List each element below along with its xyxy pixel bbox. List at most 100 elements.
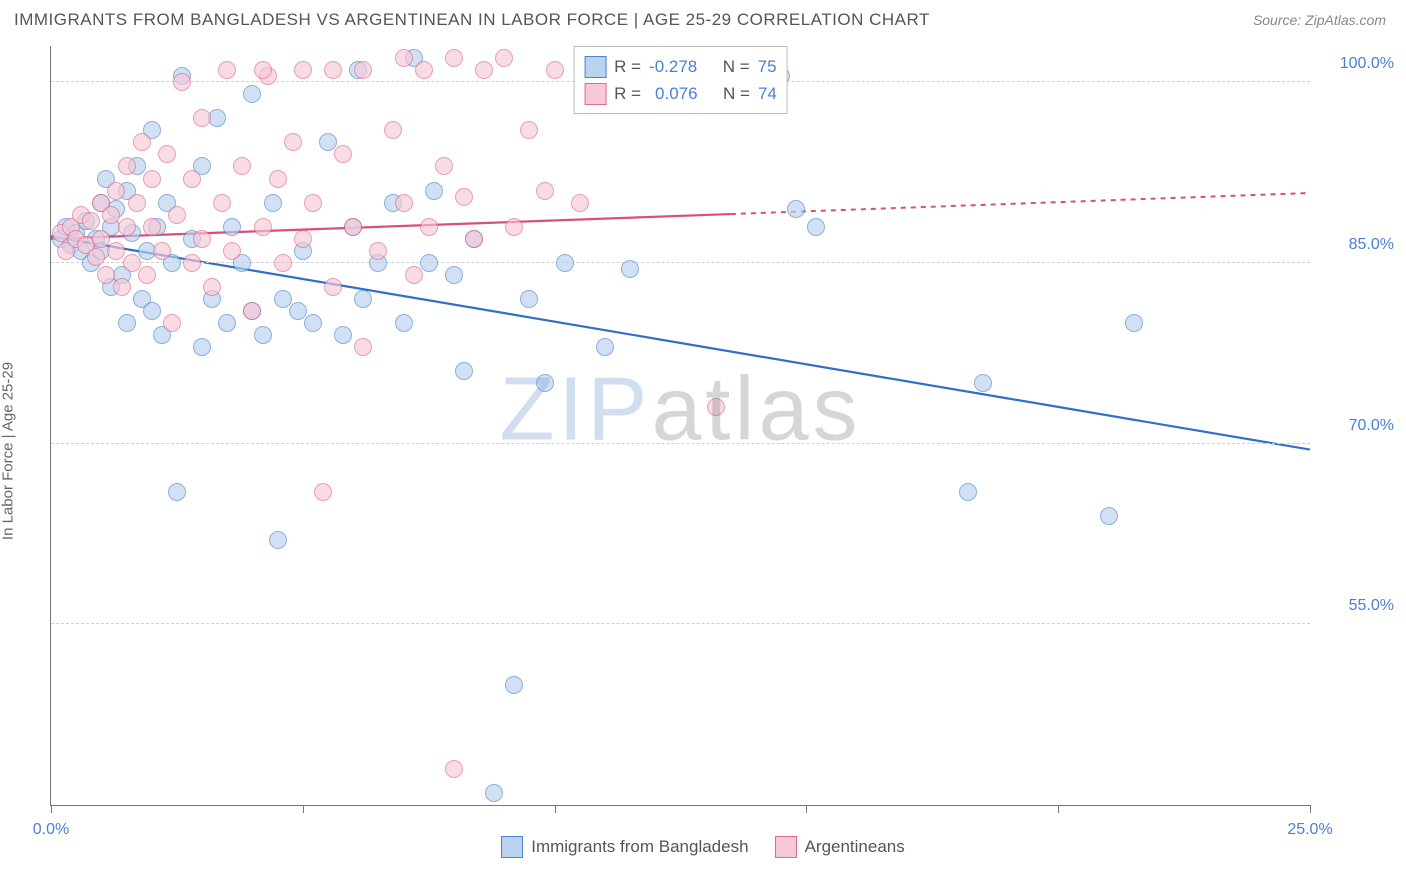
scatter-point-series-1: [314, 483, 332, 501]
scatter-point-series-1: [455, 188, 473, 206]
scatter-point-series-1: [168, 206, 186, 224]
scatter-point-series-1: [395, 49, 413, 67]
scatter-point-series-1: [82, 212, 100, 230]
scatter-point-series-0: [264, 194, 282, 212]
scatter-point-series-1: [133, 133, 151, 151]
scatter-point-series-1: [193, 109, 211, 127]
bottom-legend-item-0: Immigrants from Bangladesh: [501, 836, 748, 858]
scatter-point-series-1: [520, 121, 538, 139]
bottom-legend-label-1: Argentineans: [805, 837, 905, 857]
scatter-point-series-1: [324, 278, 342, 296]
bottom-legend-label-0: Immigrants from Bangladesh: [531, 837, 748, 857]
scatter-point-series-0: [334, 326, 352, 344]
scatter-point-series-1: [294, 61, 312, 79]
scatter-point-series-1: [354, 338, 372, 356]
y-tick-label: 100.0%: [1318, 55, 1394, 73]
scatter-point-series-0: [455, 362, 473, 380]
scatter-point-series-0: [959, 483, 977, 501]
scatter-point-series-1: [384, 121, 402, 139]
scatter-point-series-1: [354, 61, 372, 79]
y-axis-title: In Labor Force | Age 25-29: [0, 362, 17, 540]
scatter-point-series-1: [465, 230, 483, 248]
x-tick: [51, 805, 52, 813]
scatter-point-series-1: [274, 254, 292, 272]
scatter-point-series-1: [153, 242, 171, 260]
y-tick-label: 55.0%: [1318, 597, 1394, 615]
scatter-point-series-1: [233, 157, 251, 175]
scatter-point-series-0: [1125, 314, 1143, 332]
plot-area: ZIPatlas R = -0.278 N = 75 R = 0.076 N =…: [50, 46, 1310, 806]
scatter-point-series-0: [445, 266, 463, 284]
scatter-point-series-1: [87, 248, 105, 266]
y-tick-label: 85.0%: [1318, 236, 1394, 254]
scatter-point-series-1: [420, 218, 438, 236]
scatter-point-series-1: [123, 254, 141, 272]
chart-container: In Labor Force | Age 25-29 ZIPatlas R = …: [0, 36, 1406, 866]
scatter-point-series-0: [289, 302, 307, 320]
scatter-point-series-1: [254, 218, 272, 236]
scatter-point-series-1: [415, 61, 433, 79]
scatter-point-series-1: [536, 182, 554, 200]
scatter-point-series-1: [369, 242, 387, 260]
scatter-point-series-0: [787, 200, 805, 218]
scatter-point-series-1: [294, 230, 312, 248]
scatter-point-series-1: [254, 61, 272, 79]
scatter-point-series-0: [420, 254, 438, 272]
scatter-point-series-0: [621, 260, 639, 278]
scatter-point-series-0: [193, 338, 211, 356]
scatter-point-series-0: [1100, 507, 1118, 525]
legend-swatch-1: [584, 83, 606, 105]
scatter-point-series-1: [143, 218, 161, 236]
scatter-point-series-1: [304, 194, 322, 212]
scatter-point-series-0: [425, 182, 443, 200]
scatter-point-series-1: [107, 182, 125, 200]
scatter-point-series-0: [354, 290, 372, 308]
scatter-point-series-1: [505, 218, 523, 236]
gridline-h: [51, 623, 1310, 624]
scatter-point-series-0: [520, 290, 538, 308]
scatter-point-series-0: [269, 531, 287, 549]
scatter-point-series-0: [505, 676, 523, 694]
scatter-point-series-0: [143, 302, 161, 320]
scatter-point-series-0: [556, 254, 574, 272]
x-tick: [555, 805, 556, 813]
scatter-point-series-1: [107, 242, 125, 260]
chart-source: Source: ZipAtlas.com: [1253, 12, 1386, 28]
scatter-point-series-1: [344, 218, 362, 236]
y-tick-label: 70.0%: [1318, 417, 1394, 435]
bottom-swatch-0: [501, 836, 523, 858]
scatter-point-series-1: [445, 760, 463, 778]
x-tick: [1058, 805, 1059, 813]
scatter-point-series-1: [118, 218, 136, 236]
scatter-point-series-1: [571, 194, 589, 212]
bottom-legend-item-1: Argentineans: [775, 836, 905, 858]
scatter-point-series-1: [546, 61, 564, 79]
scatter-point-series-0: [536, 374, 554, 392]
scatter-point-series-0: [254, 326, 272, 344]
scatter-point-series-1: [475, 61, 493, 79]
x-tick: [1310, 805, 1311, 813]
scatter-point-series-1: [158, 145, 176, 163]
scatter-point-series-1: [324, 61, 342, 79]
scatter-point-series-1: [128, 194, 146, 212]
gridline-h: [51, 443, 1310, 444]
scatter-point-series-1: [243, 302, 261, 320]
scatter-point-series-0: [319, 133, 337, 151]
x-tick: [806, 805, 807, 813]
legend-swatch-0: [584, 56, 606, 78]
scatter-point-series-1: [113, 278, 131, 296]
legend-row-series-1: R = 0.076 N = 74: [584, 80, 777, 107]
watermark-text: ZIPatlas: [499, 359, 861, 462]
scatter-point-series-1: [183, 170, 201, 188]
scatter-point-series-0: [304, 314, 322, 332]
scatter-point-series-1: [183, 254, 201, 272]
bottom-swatch-1: [775, 836, 797, 858]
scatter-point-series-1: [118, 157, 136, 175]
scatter-point-series-1: [213, 194, 231, 212]
scatter-point-series-1: [203, 278, 221, 296]
scatter-point-series-1: [173, 73, 191, 91]
scatter-point-series-1: [97, 266, 115, 284]
scatter-point-series-1: [405, 266, 423, 284]
scatter-point-series-1: [445, 49, 463, 67]
chart-title: IMMIGRANTS FROM BANGLADESH VS ARGENTINEA…: [14, 10, 930, 30]
